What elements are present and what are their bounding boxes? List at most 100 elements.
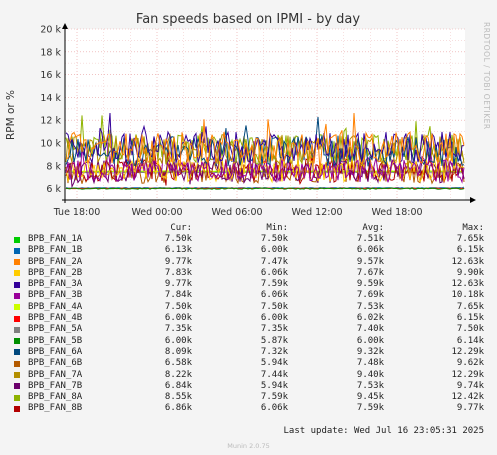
legend-series-name: BPB_FAN_8B [28, 403, 83, 414]
last-update: Last update: Wed Jul 16 23:05:31 2025 [283, 426, 484, 436]
legend-cur: 7.83k [164, 267, 192, 278]
series-line [65, 140, 465, 184]
legend-min: 6.00k [260, 313, 288, 324]
legend-cur: 7.50k [164, 301, 192, 312]
legend-swatch [14, 304, 20, 311]
legend-max: 9.90k [456, 267, 484, 278]
legend-row: BPB_FAN_6B 6.58k 5.94k 7.48k 9.62k [12, 358, 492, 369]
legend-swatch [14, 247, 20, 254]
legend-avg: 7.59k [356, 403, 384, 414]
legend-avg: 6.00k [356, 335, 384, 346]
y-tick-label: 8 k [46, 161, 61, 172]
legend-swatch [14, 405, 20, 412]
legend-max: 7.50k [456, 324, 484, 335]
legend-cur: 6.86k [164, 403, 192, 414]
y-tick-label: 20 k [40, 25, 61, 36]
legend-row: BPB_FAN_7B 6.84k 5.94k 7.53k 9.74k [12, 381, 492, 392]
legend-max: 10.18k [451, 290, 484, 301]
legend-cur: 8.55k [164, 392, 192, 403]
legend-row: BPB_FAN_4A 7.50k 7.50k 7.53k 7.65k [12, 302, 492, 313]
header-avg: Avg: [362, 223, 384, 233]
legend-min: 7.50k [260, 301, 288, 312]
legend-min: 7.44k [260, 369, 288, 380]
legend-avg: 6.02k [356, 313, 384, 324]
legend-min: 7.59k [260, 279, 288, 290]
legend-min: 6.06k [260, 290, 288, 301]
legend-row: BPB_FAN_8B 6.86k 6.06k 7.59k 9.77k [12, 403, 492, 414]
legend-min: 7.59k [260, 392, 288, 403]
legend-min: 7.32k [260, 346, 288, 357]
legend-row: BPB_FAN_3A 9.77k 7.59k 9.59k 12.63k [12, 279, 492, 290]
legend-max: 12.29k [451, 369, 484, 380]
y-tick-label: 16 k [40, 70, 61, 81]
legend-avg: 7.48k [356, 358, 384, 369]
legend-row: BPB_FAN_4B 6.00k 6.00k 6.02k 6.15k [12, 313, 492, 324]
x-tick-labels: Tue 18:00 Wed 00:00 Wed 06:00 Wed 12:00 Wed … [53, 207, 423, 218]
legend-swatch [14, 270, 20, 277]
axes [62, 23, 476, 203]
series-line [65, 112, 465, 165]
legend-max: 6.14k [456, 335, 484, 346]
legend-cur: 6.58k [164, 358, 192, 369]
legend-row: BPB_FAN_8A 8.55k 7.59k 9.45k 12.42k [12, 392, 492, 403]
chart-title: Fan speeds based on IPMI - by day [136, 12, 360, 27]
legend-cur: 6.00k [164, 335, 192, 346]
legend-cur: 6.84k [164, 380, 192, 391]
series-line [65, 187, 465, 190]
legend-cur: 6.00k [164, 313, 192, 324]
legend-series-name: BPB_FAN_2B [28, 267, 83, 278]
x-tick-label: Wed 06:00 [211, 207, 262, 218]
y-tick-label: 10 k [40, 139, 61, 150]
legend-series-name: BPB_FAN_2A [28, 256, 83, 267]
legend-series-name: BPB_FAN_6A [28, 346, 83, 357]
x-tick-label: Wed 00:00 [131, 207, 182, 218]
munin-version: Munin 2.0.75 [227, 442, 270, 450]
legend-max: 6.15k [456, 313, 484, 324]
x-tick-label: Wed 12:00 [291, 207, 342, 218]
legend-rows: BPB_FAN_1A 7.50k 7.50k 7.51k 7.65k BPB_FAN_1B… [12, 234, 492, 415]
series-line [65, 112, 465, 171]
legend-avg: 9.57k [356, 256, 384, 267]
x-tick-label: Wed 18:00 [371, 207, 422, 218]
rrdtool-credit: RRDTOOL / TOBI OETIKER [482, 22, 491, 130]
y-axis-label: RPM or % [5, 90, 17, 140]
legend-swatch [14, 292, 20, 299]
legend-avg: 7.40k [356, 324, 384, 335]
legend-avg: 9.32k [356, 346, 384, 357]
legend-avg: 7.67k [356, 267, 384, 278]
header-max: Max: [462, 223, 484, 233]
legend-min: 5.94k [260, 358, 288, 369]
legend-row: BPB_FAN_5A 7.35k 7.35k 7.40k 7.50k [12, 324, 492, 335]
legend-cur: 9.77k [164, 256, 192, 267]
legend-max: 12.63k [451, 279, 484, 290]
legend-row: BPB_FAN_7A 8.22k 7.44k 9.40k 12.29k [12, 370, 492, 381]
legend-avg: 9.45k [356, 392, 384, 403]
legend-series-name: BPB_FAN_8A [28, 392, 83, 403]
legend-max: 12.63k [451, 256, 484, 267]
legend-min: 5.87k [260, 335, 288, 346]
legend-max: 9.62k [456, 358, 484, 369]
legend-swatch [14, 315, 20, 322]
legend-min: 7.35k [260, 324, 288, 335]
legend-series-name: BPB_FAN_7A [28, 369, 83, 380]
legend-row: BPB_FAN_6A 8.09k 7.32k 9.32k 12.29k [12, 347, 492, 358]
legend-series-name: BPB_FAN_5B [28, 335, 83, 346]
y-tick-label: 14 k [40, 93, 61, 104]
legend-series-name: BPB_FAN_1B [28, 245, 83, 256]
header-cur: Cur: [170, 223, 192, 233]
legend-series-name: BPB_FAN_4B [28, 313, 83, 324]
legend-swatch [14, 349, 20, 356]
legend-max: 6.15k [456, 245, 484, 256]
legend-max: 7.65k [456, 301, 484, 312]
legend-series-name: BPB_FAN_1A [28, 234, 83, 244]
y-tick-labels: 6 k 8 k 10 k 12 k 14 k 16 k 18 k 20 k [40, 25, 61, 196]
series-lines [65, 112, 465, 190]
legend-row: BPB_FAN_1B 6.13k 6.00k 6.06k 6.15k [12, 245, 492, 256]
legend-max: 9.74k [456, 380, 484, 391]
legend-avg: 7.53k [356, 301, 384, 312]
legend-cur: 7.84k [164, 290, 192, 301]
series-line [65, 132, 465, 173]
y-tick-label: 12 k [40, 116, 61, 127]
legend-cur: 6.13k [164, 245, 192, 256]
